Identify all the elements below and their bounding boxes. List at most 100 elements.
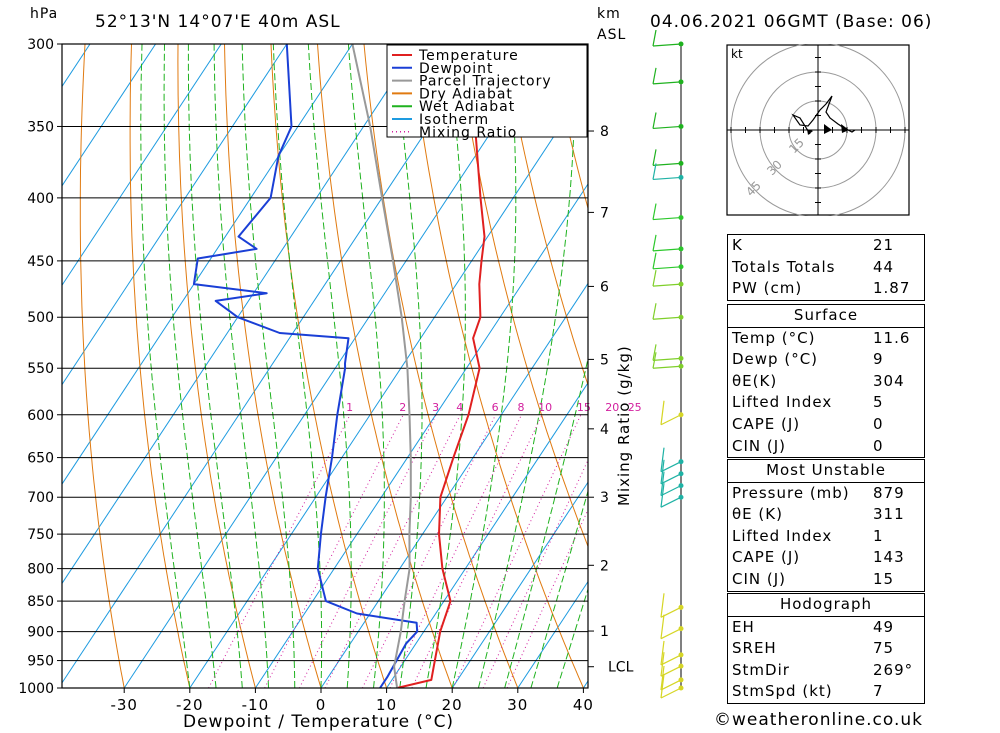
km-unit-label: km (597, 6, 621, 22)
hodograph-stats-panel: Hodograph EH 49 SREH 75 StmDir 269° StmSpd … (727, 593, 925, 704)
dewpointline-line (192, 44, 419, 688)
mixing-ratio-value-label: 3 (432, 401, 439, 414)
temperature-tick-label: 40 (573, 696, 594, 714)
wind-barb-staff (652, 266, 682, 270)
most-unstable-row: CAPE (J) 143 (732, 548, 905, 567)
hodograph: kt 15 30 45 (726, 44, 910, 216)
temperature-tick-label: -10 (242, 696, 270, 714)
wind-barb-staff (652, 81, 682, 85)
height-tick-label: 4 (600, 422, 609, 438)
pressure-tick-label: 850 (27, 594, 54, 610)
pressure-tick-label: 300 (27, 37, 54, 53)
hodograph-point-marker (841, 124, 849, 133)
pressure-tick-label: 750 (27, 527, 54, 543)
isotherm-line (62, 44, 157, 187)
isotherm-line (62, 44, 288, 386)
pressure-tick-label: 1000 (18, 681, 54, 697)
dry-adiabat-line (503, 44, 588, 387)
pressure-tick-label: 650 (27, 451, 54, 467)
pressure-tick-label: 700 (27, 490, 54, 506)
surface-title: Surface (728, 305, 924, 328)
temperatureline-line (396, 44, 486, 688)
height-tick-label: 1 (600, 624, 609, 640)
wind-barb-feather (652, 67, 657, 84)
mixing-ratio-value-label: 15 (577, 401, 591, 414)
isotherm-line (0, 44, 24, 688)
height-tick-label: LCL (608, 660, 634, 676)
hodograph-stats-title: Hodograph (728, 594, 924, 617)
dry-adiabat-line (129, 44, 191, 688)
wind-barb-feather (660, 593, 665, 618)
most-unstable-row: CIN (J) 15 (732, 569, 895, 588)
legend-entry: Isotherm (419, 112, 489, 128)
isotherm-line (189, 83, 588, 688)
pressure-tick-label: 400 (27, 191, 54, 207)
height-tick-label: 6 (600, 279, 609, 295)
wind-barb-feather (652, 163, 657, 180)
surface-row: Dewp (°C) 9 (732, 350, 884, 369)
isotherm-line (254, 183, 588, 688)
wet-adiabat-line (140, 44, 191, 688)
mixing-ratio-axis-label: Mixing Ratio (g/kg) (615, 345, 633, 506)
plot-frame (61, 43, 589, 689)
wind-barb-staff (652, 125, 682, 130)
legend-entry: Mixing Ratio (419, 125, 517, 141)
isotherm-line (451, 481, 588, 688)
mixing-ratio-value-label: 10 (538, 401, 552, 414)
mixing-ratio-value-label: 20 (605, 401, 619, 414)
mixing-ratio-value-label: 6 (492, 401, 499, 414)
most-unstable-row: Pressure (mb) 879 (732, 483, 905, 502)
wind-barb-feather (660, 459, 665, 484)
wet-adiabat-line (394, 44, 423, 688)
hpa-unit-label: hPa (30, 6, 59, 22)
pressure-tick-label: 450 (27, 254, 54, 270)
wind-barb-staff (660, 496, 682, 508)
pressure-tick-label: 500 (27, 310, 54, 326)
height-tick-label: 5 (600, 352, 609, 368)
index-row: K 21 (732, 236, 895, 254)
most-unstable-panel: Most Unstable Pressure (mb) 879 θE (K) 311… (727, 459, 925, 592)
pressure-tick-label: 900 (27, 625, 54, 641)
wind-barb-staff (660, 414, 682, 426)
temperature-tick-label: -20 (176, 696, 204, 714)
wind-barb-staff (652, 216, 682, 221)
wind-barb-feather (652, 234, 657, 251)
legend-entry: Dewpoint (419, 61, 494, 77)
hodograph-stats-row: EH 49 (732, 617, 895, 636)
temperature-tick-label: 10 (376, 696, 397, 714)
copyright-credit: ©weatheronline.co.uk (714, 710, 924, 730)
isotherm-line (320, 282, 588, 688)
wind-barb-staff (660, 485, 682, 497)
wet-adiabat-line (187, 44, 243, 688)
temperature-tick-label: -30 (110, 696, 138, 714)
pressure-tick-label: 550 (27, 361, 54, 377)
temperature-tick-label: 20 (442, 696, 463, 714)
wind-barb-feather (652, 252, 657, 269)
wind-barb-staff (652, 43, 682, 47)
surface-panel: Surface Temp (°C) 11.6 Dewp (°C) 9 θE(K) 30… (727, 304, 925, 459)
wind-barb-feather (652, 30, 657, 47)
height-tick-label: 2 (600, 558, 609, 574)
pressure-tick-label: 800 (27, 562, 54, 578)
mixing-ratio-value-label: 25 (628, 401, 642, 414)
legend-entry: Dry Adiabat (419, 86, 513, 102)
wind-barb-feather (652, 270, 657, 287)
most-unstable-title: Most Unstable (728, 460, 924, 483)
wind-barb-staff (660, 687, 682, 699)
wet-adiabat-line (272, 44, 323, 688)
mixing-ratio-line (482, 458, 588, 688)
wind-barb-feather (660, 447, 665, 472)
surface-row: CIN (J) 0 (732, 436, 884, 455)
pressure-tick-label: 350 (27, 119, 54, 135)
wind-barb-feather (652, 352, 657, 369)
legend-entry: Temperature (418, 48, 519, 64)
height-tick-label: 3 (600, 490, 609, 506)
wind-barb-feather (652, 112, 657, 129)
wind-barb-feather (660, 614, 665, 639)
most-unstable-row: Lifted Index 1 (732, 526, 884, 545)
hodograph-stats-row: StmDir 269° (732, 660, 914, 679)
wind-barb-staff (660, 473, 682, 485)
isotherm-line (386, 381, 588, 688)
wind-barb-feather (652, 149, 657, 166)
wind-barb-feather (652, 303, 657, 320)
